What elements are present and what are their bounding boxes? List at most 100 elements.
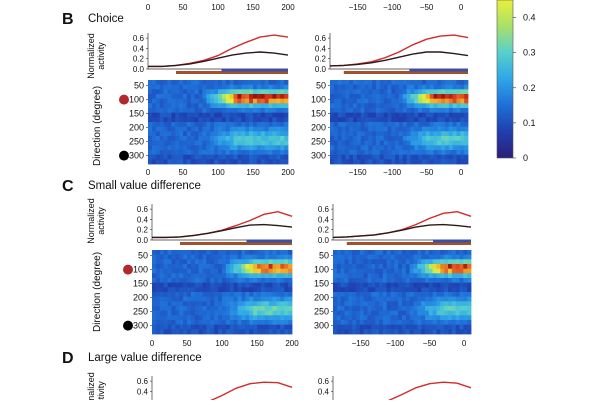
panel-c-right-heatmap-cell [391, 320, 395, 325]
panel-c-left-heatmap-cell [257, 259, 261, 264]
panel-b-right-heatmap-cell [437, 113, 441, 118]
panel-c-right-heatmap-cell [429, 273, 433, 278]
panel-b-right-heatmap-cell [380, 145, 384, 150]
panel-b-left-heatmap-cell [249, 145, 253, 150]
panel-c-left-heatmap-cell [175, 273, 179, 278]
panel-b-left-heatmap-cell [199, 145, 203, 150]
panel-c-right-heatmap-cell [333, 259, 337, 264]
panel-c-left-heatmap-cell [288, 273, 292, 278]
panel-b-left-heatmap-cell [269, 131, 273, 136]
panel-c-left-heatmap-cell [280, 297, 284, 302]
panel-b-left-heatmap-cell [230, 85, 234, 90]
panel-c-right-heatmap-cell [379, 278, 383, 283]
panel-c-right-heatmap-cell [379, 283, 383, 288]
panel-b-right-heatmap-cell [380, 150, 384, 155]
panel-c-left-heatmap-cell [288, 329, 292, 334]
panel-c-left-heatmap-cell [288, 297, 292, 302]
panel-b-left-line-ytick-label: 0.6 [133, 34, 145, 43]
panel-c-right-heatmap-cell [460, 250, 464, 255]
panel-b-left-heatmap-cell [245, 159, 249, 164]
panel-b-left-heatmap-cell [237, 108, 241, 113]
panel-c-left-heatmap-cell [280, 278, 284, 283]
panel-b-right-heatmap-cell [357, 159, 361, 164]
panel-c-left-heatmap-cell [156, 315, 160, 320]
panel-c-right-heatmap-cell [356, 306, 360, 311]
panel-c-right-heatmap-cell [345, 259, 349, 264]
panel-b-right-heatmap-cell [353, 94, 357, 99]
panel-b-right-heatmap-cell [365, 113, 369, 118]
panel-c-right-heatmap-cell [410, 320, 414, 325]
panel-b-right-heatmap-cell [345, 159, 349, 164]
panel-b-right-heatmap-cell [407, 145, 411, 150]
panel-c-left-heatmap-cell [171, 315, 175, 320]
panel-b-right-heatmap-cell [334, 89, 338, 94]
panel-b-right-heatmap-cell [464, 108, 468, 113]
panel-c-right-heatmap-cell [414, 273, 418, 278]
panel-c-left-heatmap-cell [214, 250, 218, 255]
panel-b-left-heatmap-cell [206, 99, 210, 104]
panel-c-right-heatmap-cell [368, 255, 372, 260]
panel-c-left-heatmap-cell [238, 320, 242, 325]
panel-b-right-heatmap-cell [422, 145, 426, 150]
panel-c-right-heatmap-cell [414, 301, 418, 306]
panel-c-right-heatmap-cell [375, 329, 379, 334]
panel-c-left-heatmap-cell [241, 306, 245, 311]
panel-c-right-heatmap-cell [398, 306, 402, 311]
panel-b-right-heatmap-cell [464, 89, 468, 94]
panel-c-right-heatmap-cell [463, 264, 467, 269]
panel-b-right-heatmap-cell [426, 94, 430, 99]
panel-b-left-heatmap-cell [269, 113, 273, 118]
panel-c-left-heatmap-cell [284, 287, 288, 292]
panel-c-left-heatmap-cell [171, 269, 175, 274]
panel-b-right-heatmap-cell [368, 145, 372, 150]
panel-b-right-heatmap-cell [437, 159, 441, 164]
panel-c-right-xtick-label: 0 [462, 339, 467, 348]
panel-b-left-heatmap-cell [222, 99, 226, 104]
panel-c-right-heatmap-cell [337, 255, 341, 260]
panel-b-left-heatmap-cell [179, 159, 183, 164]
panel-b-left-heatmap-cell [253, 131, 257, 136]
panel-b-right-heatmap-cell [345, 80, 349, 85]
panel-b-right-heatmap-cell [457, 136, 461, 141]
panel-c-left-heatmap-cell [156, 329, 160, 334]
panel-b-left-heatmap-cell [191, 131, 195, 136]
panel-b-left-heatmap-cell [202, 131, 206, 136]
panel-c-left-heatmap-cell [171, 329, 175, 334]
panel-b-left-heatmap-cell [206, 94, 210, 99]
panel-b-right-heatmap-cell [384, 131, 388, 136]
panel-c-left-heatmap-cell [284, 259, 288, 264]
panel-c-right-heatmap-cell [406, 255, 410, 260]
panel-b-right-heatmap-cell [457, 117, 461, 122]
panel-c-right-heatmap-cell [356, 278, 360, 283]
panel-c-right-heatmap-cell [383, 301, 387, 306]
panel-c-left-heatmap-cell [175, 283, 179, 288]
panel-b-right-heatmap-cell [403, 141, 407, 146]
panel-c-left-heatmap-cell [265, 255, 269, 260]
panel-c-right-heatmap-cell [391, 325, 395, 330]
panel-b-right-heatmap-cell [330, 127, 334, 132]
panel-c-left-heatmap-cell [214, 273, 218, 278]
panel-c-right-heatmap-cell [460, 297, 464, 302]
panel-c-left-heatmap-cell [179, 306, 183, 311]
panel-c-right-line-ytick-label: 0.0 [318, 236, 330, 245]
panel-b-right-heatmap-cell [342, 108, 346, 113]
panel-b-right-heatmap-cell [441, 85, 445, 90]
panel-c-right-heatmap-cell [394, 325, 398, 330]
panel-b-right-heatmap-cell [445, 150, 449, 155]
panel-c-right-heatmap-cell [406, 278, 410, 283]
panel-c-left-heatmap-cell [187, 264, 191, 269]
panel-c-left-heatmap-cell [238, 287, 242, 292]
panel-b-left-heatmap-cell [179, 141, 183, 146]
panel-c-right-heatmap-cell [345, 315, 349, 320]
panel-c-left-heatmap-cell [183, 278, 187, 283]
panel-c-left-heatmap-cell [203, 259, 207, 264]
panel-b-right-heatmap-cell [334, 145, 338, 150]
panel-c-left-heatmap-cell [249, 311, 253, 316]
panel-c-right-heatmap-cell [467, 250, 471, 255]
panel-c-left-heatmap-cell [226, 250, 230, 255]
panel-c-right-heatmap-cell [379, 250, 383, 255]
panel-b-left-heatmap-cell [249, 108, 253, 113]
panel-c-right-heatmap-cell [352, 278, 356, 283]
panel-b-left-heatmap-cell [210, 131, 214, 136]
panel-c-left-heatmap-cell [156, 273, 160, 278]
